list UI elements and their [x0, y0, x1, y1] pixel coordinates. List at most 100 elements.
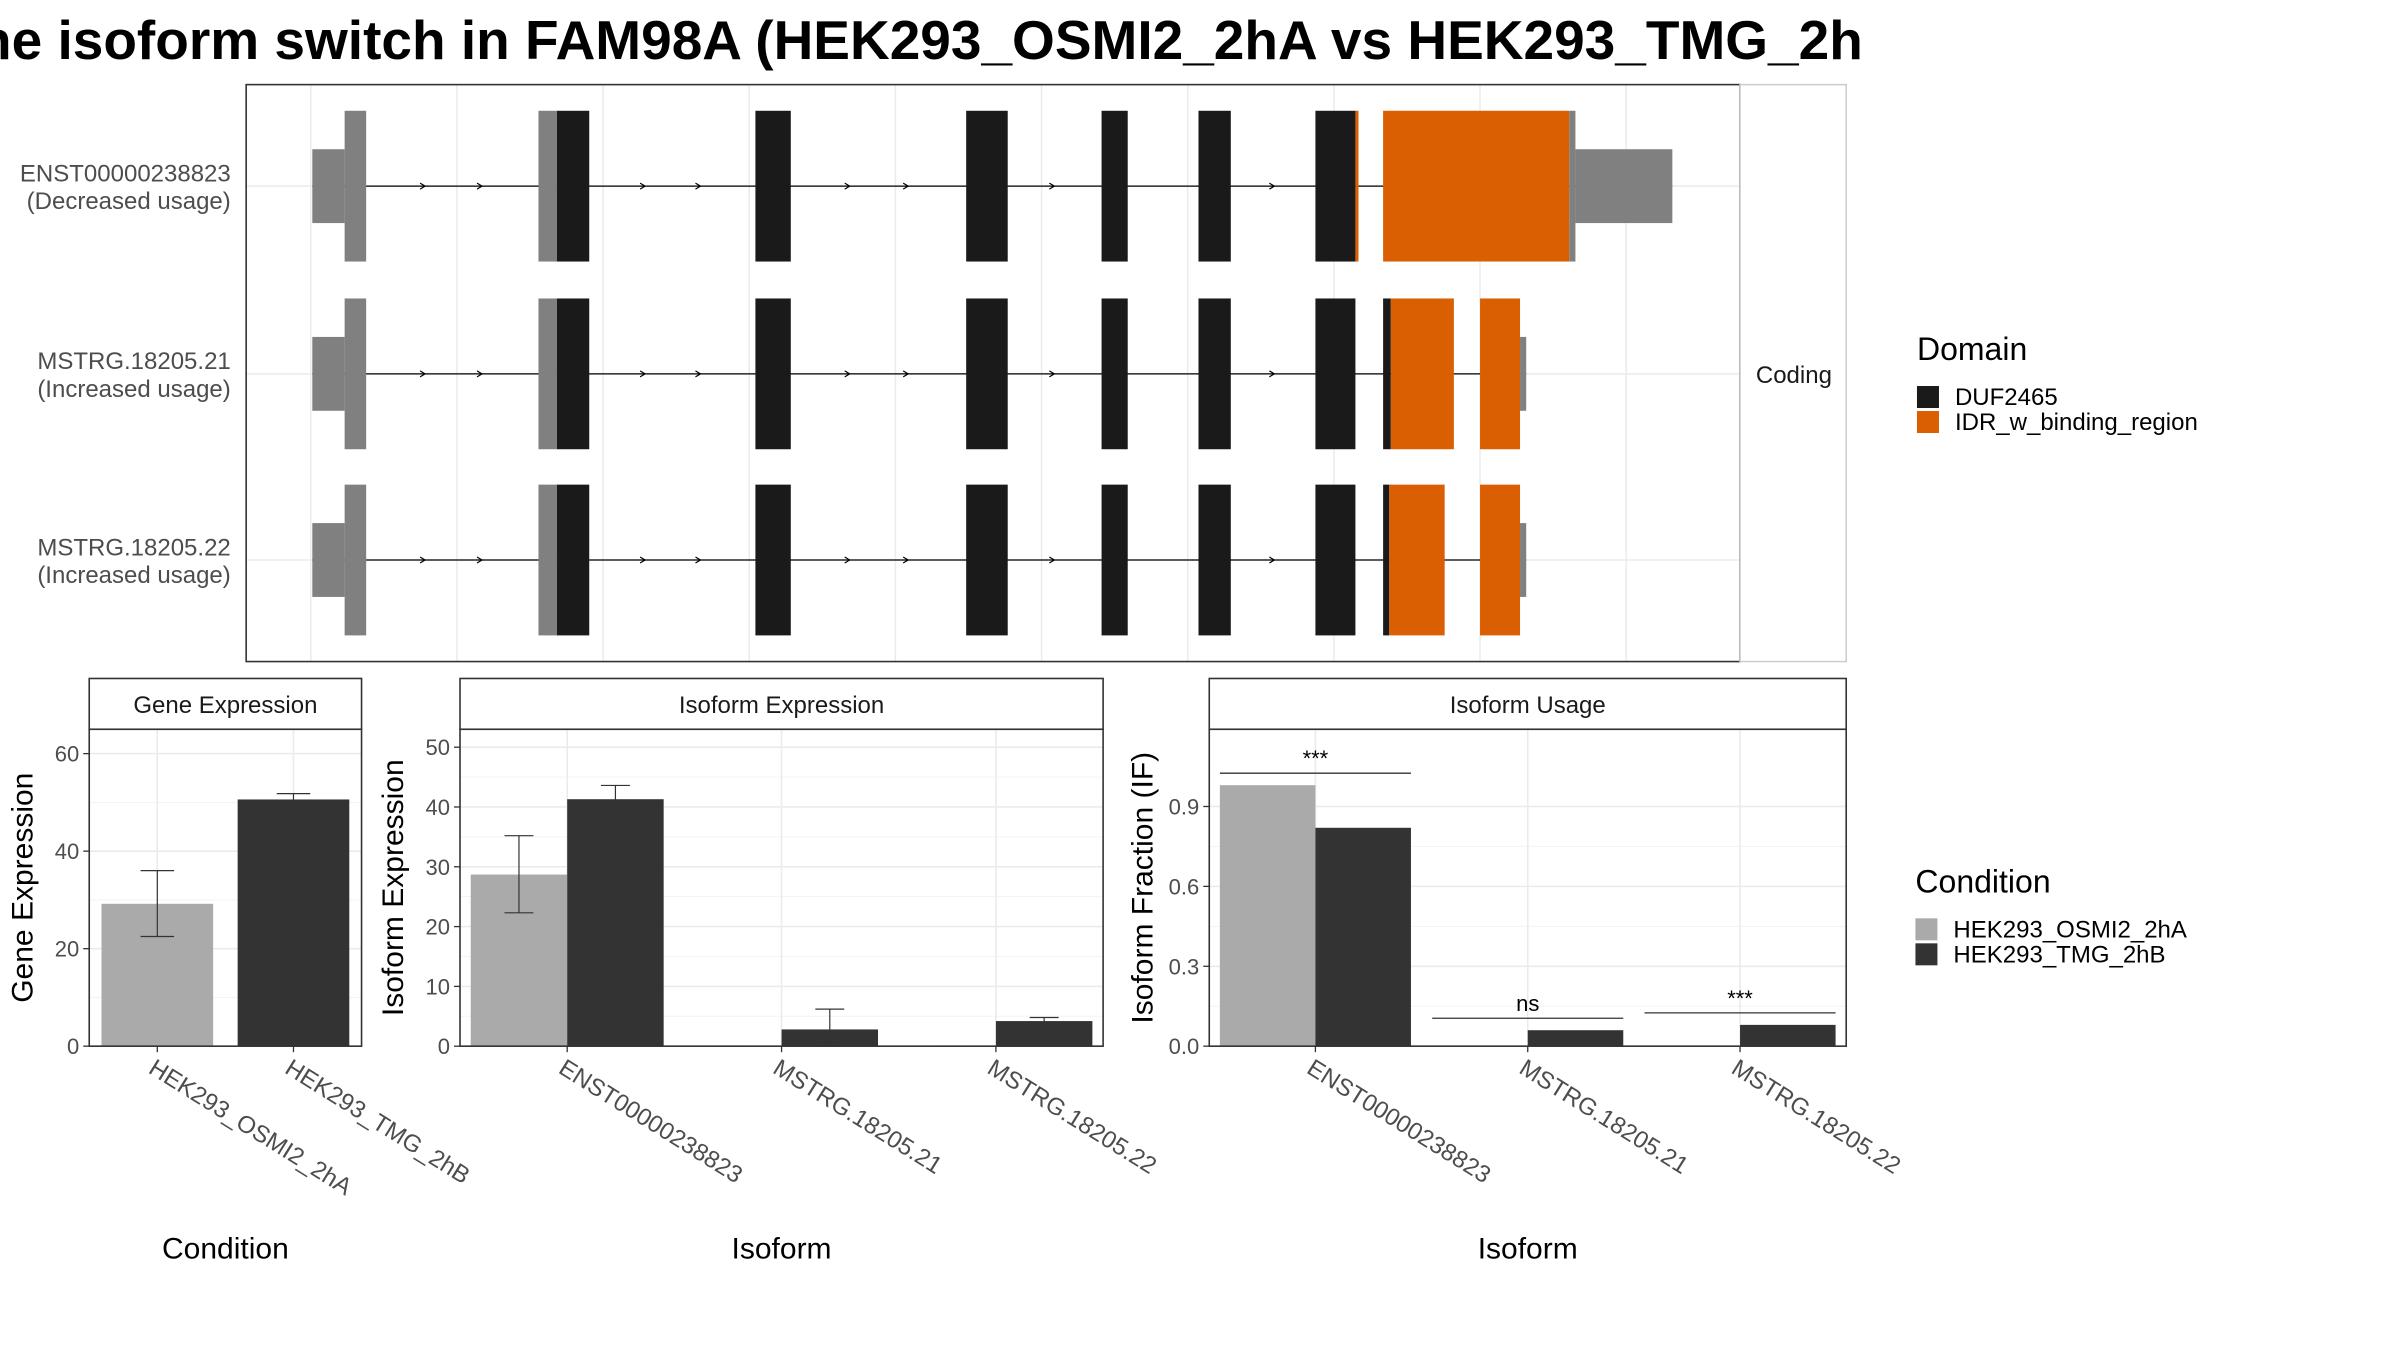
legend-title: Domain	[1917, 331, 2027, 367]
intron-arrow-icon	[1269, 556, 1276, 564]
intron-arrow-icon	[419, 370, 427, 378]
y-tick-label: 0.0	[1169, 1034, 1200, 1059]
y-tick-label: 0.3	[1169, 954, 1200, 979]
intron-arrow-icon	[476, 370, 484, 378]
utr-segment	[1520, 336, 1527, 411]
facet-title: Gene Expression	[133, 692, 317, 719]
y-tick-label: 20	[426, 915, 450, 940]
legend-label: DUF2465	[1955, 384, 2058, 411]
intron-arrow-icon	[639, 556, 647, 564]
legend-swatch	[1915, 918, 1938, 941]
x-tick-label: ENST00000238823	[554, 1054, 747, 1189]
transcript-row	[312, 110, 1673, 262]
intron-arrow-icon	[1269, 182, 1276, 190]
utr-segment	[312, 336, 345, 411]
bar	[1527, 1030, 1624, 1047]
exon-DUF2465	[556, 298, 590, 450]
x-axis-title: Isoform	[732, 1232, 832, 1265]
exon-DUF2465	[1383, 484, 1390, 636]
y-tick-label: 30	[426, 855, 450, 880]
transcript-label: MSTRG.18205.22	[37, 534, 230, 561]
exon-DUF2465	[755, 110, 791, 262]
exon-IDR_w_binding_region	[1355, 110, 1359, 262]
x-tick-label: MSTRG.18205.21	[768, 1054, 946, 1179]
x-tick-label: MSTRG.18205.21	[1515, 1054, 1693, 1179]
y-tick-label: 20	[55, 937, 79, 962]
utr-segment	[538, 484, 557, 636]
intron-arrow-icon	[844, 182, 851, 190]
y-tick-label: 50	[426, 735, 450, 760]
y-tick-label: 60	[55, 742, 79, 767]
utr-segment	[538, 110, 557, 262]
utr-segment	[1520, 523, 1527, 597]
y-tick-label: 0.9	[1169, 794, 1200, 819]
y-axis-title: Isoform Expression	[377, 759, 410, 1016]
transcript-usage-note: (Increased usage)	[37, 376, 230, 403]
intron-arrow-icon	[476, 556, 484, 564]
transcript-label: ENST00000238823	[20, 161, 231, 188]
exon-DUF2465	[1101, 484, 1128, 636]
intron-arrow-icon	[844, 370, 851, 378]
structure-facet-strip	[1739, 83, 1847, 663]
exon-IDR_w_binding_region	[1383, 110, 1570, 262]
exon-DUF2465	[1101, 298, 1128, 450]
exon-DUF2465	[755, 298, 791, 450]
exon-IDR_w_binding_region	[1480, 484, 1521, 636]
utr-segment	[1569, 110, 1576, 262]
bar	[1740, 1024, 1836, 1047]
transcript-usage-note: (Decreased usage)	[27, 188, 231, 215]
utr-segment	[538, 298, 557, 450]
facet-strip	[1208, 677, 1848, 731]
exon-DUF2465	[556, 484, 590, 636]
exon-DUF2465	[1315, 298, 1356, 450]
facet-strip	[459, 677, 1104, 731]
intron-arrow-icon	[476, 182, 484, 190]
transcript-usage-note: (Increased usage)	[37, 562, 230, 589]
bar	[1219, 785, 1316, 1047]
y-tick-label: 40	[55, 839, 79, 864]
x-tick-label: ENST00000238823	[1302, 1054, 1495, 1189]
utr-segment	[312, 149, 345, 224]
exon-DUF2465	[966, 484, 1008, 636]
exon-DUF2465	[1198, 110, 1231, 262]
transcript-row	[312, 298, 1527, 450]
transcript-label: MSTRG.18205.21	[37, 348, 230, 375]
intron-arrow-icon	[419, 556, 427, 564]
intron-arrow-icon	[902, 556, 910, 564]
exon-DUF2465	[966, 298, 1008, 450]
utr-segment	[1575, 149, 1673, 224]
intron-arrow-icon	[1049, 370, 1056, 378]
intron-arrow-icon	[639, 182, 647, 190]
bar	[1315, 827, 1411, 1047]
transcript-row	[312, 484, 1527, 636]
significance-label: ns	[1516, 991, 1539, 1016]
figure-title: he isoform switch in FAM98A (HEK293_OSMI…	[0, 8, 1862, 78]
exon-DUF2465	[1315, 484, 1356, 636]
facet-title: Isoform Expression	[679, 692, 884, 719]
exon-DUF2465	[966, 110, 1008, 262]
legend-label: HEK293_TMG_2hB	[1953, 941, 2165, 968]
chart-panel: 0.0 0.3 0.6 0.9 *** ns *** Isoform Usage ENST000…	[1126, 677, 1905, 1265]
intron-arrow-icon	[844, 556, 851, 564]
y-tick-label: 0.6	[1169, 874, 1200, 899]
structure-facet-label: Coding	[1756, 362, 1832, 389]
utr-segment	[344, 298, 367, 450]
exon-IDR_w_binding_region	[1390, 298, 1454, 450]
facet-strip	[88, 677, 363, 731]
y-tick-label: 40	[426, 795, 450, 820]
utr-segment	[312, 523, 345, 597]
y-tick-label: 0	[438, 1034, 450, 1059]
intron-arrow-icon	[902, 182, 910, 190]
bar	[237, 799, 350, 1047]
exon-DUF2465	[556, 110, 590, 262]
legend-label: HEK293_OSMI2_2hA	[1953, 916, 2186, 943]
exon-IDR_w_binding_region	[1389, 484, 1445, 636]
y-tick-label: 10	[426, 974, 450, 999]
x-axis-title: Isoform	[1478, 1232, 1578, 1265]
intron-arrow-icon	[419, 182, 427, 190]
y-tick-label: 0	[67, 1034, 79, 1059]
x-tick-label: MSTRG.18205.22	[983, 1054, 1161, 1179]
